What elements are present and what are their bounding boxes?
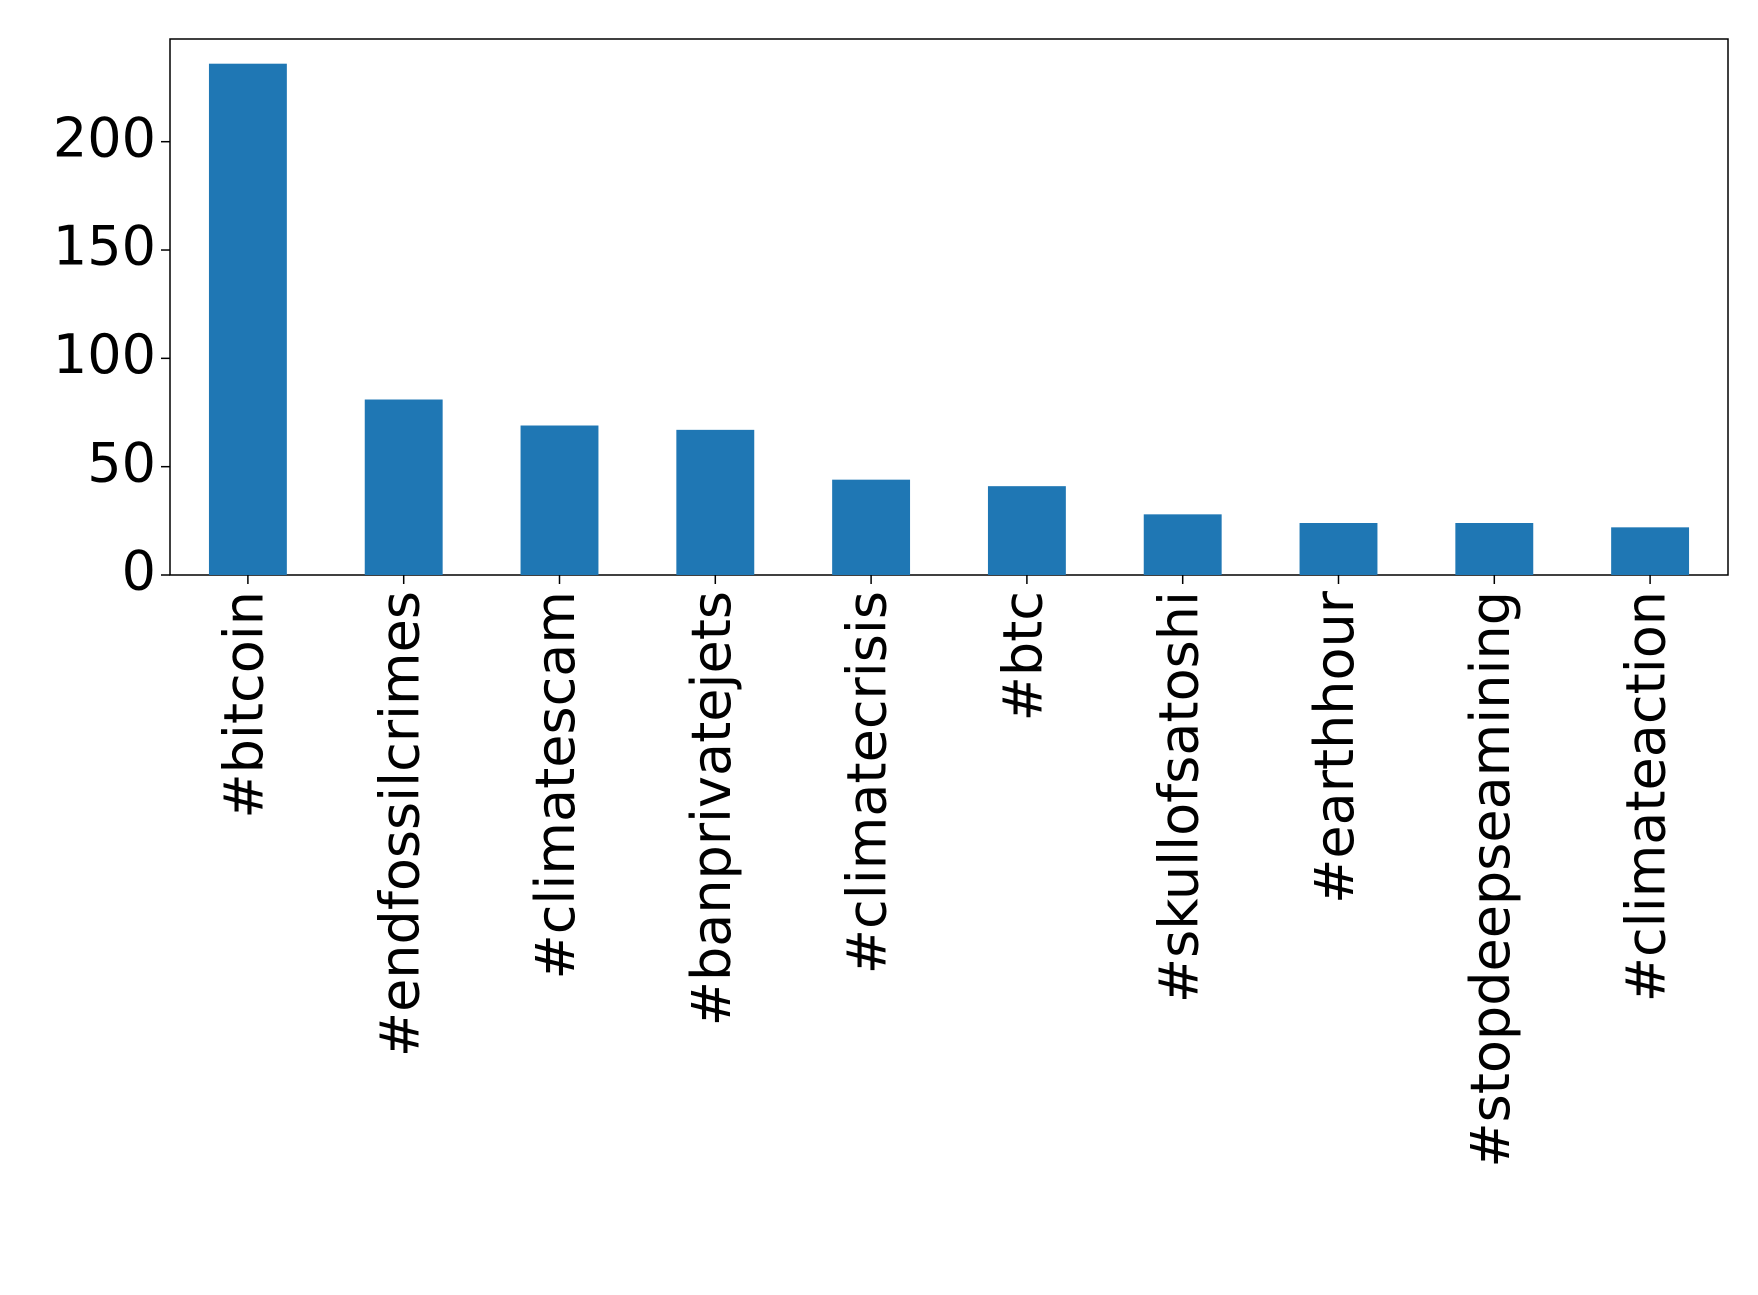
x-tick-label: #climatescam (524, 591, 587, 980)
x-tick-label: #btc (992, 591, 1055, 721)
bar (208, 63, 287, 576)
bar (987, 486, 1066, 575)
x-tick-label: #endfossilcrimes (368, 591, 431, 1057)
bar (1299, 523, 1378, 575)
y-tick-label: 100 (53, 323, 156, 386)
x-tick-label: #skullofsatoshi (1147, 591, 1210, 1003)
x-tick-label: #bitcoin (213, 591, 276, 819)
y-tick-label: 150 (53, 215, 156, 278)
y-tick-label: 50 (87, 431, 156, 494)
x-tick-label: #earthhour (1303, 590, 1366, 904)
y-tick-label: 200 (53, 106, 156, 169)
bar (832, 479, 911, 575)
x-tick-label: #banprivatejets (680, 591, 743, 1026)
bar (676, 429, 755, 575)
x-tick-label: #climatecrisis (836, 591, 899, 974)
bar (520, 425, 599, 575)
bar (364, 399, 443, 575)
axes-frame (169, 38, 1729, 576)
bar (1143, 514, 1222, 575)
bar (1455, 523, 1534, 575)
bar (1611, 527, 1690, 575)
x-tick-label: #climateaction (1615, 591, 1678, 1002)
x-tick-label: #stopdeepseamining (1459, 591, 1522, 1168)
y-tick-label: 0 (122, 540, 156, 603)
